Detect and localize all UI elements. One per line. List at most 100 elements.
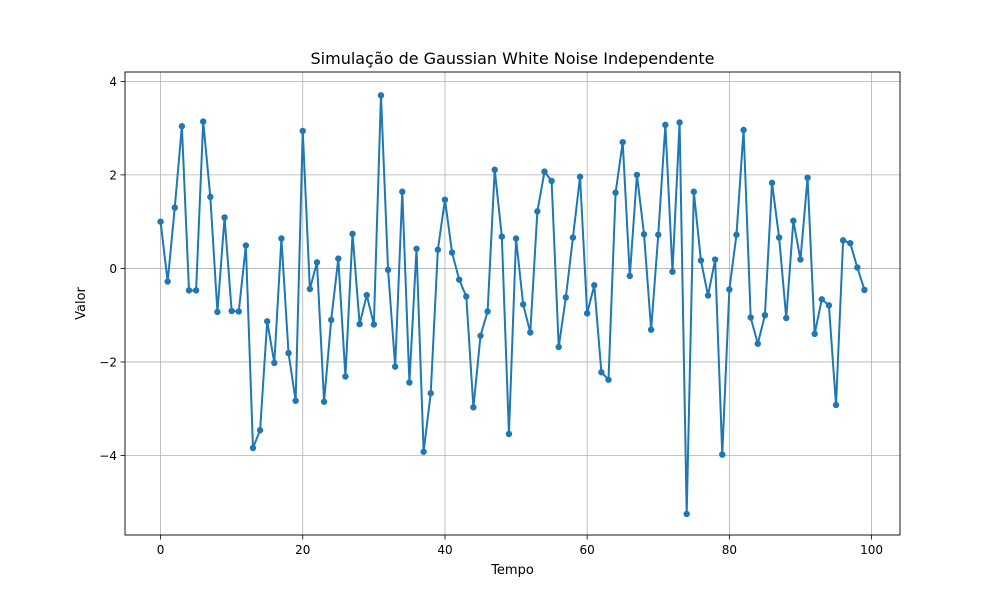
data-point <box>164 278 171 285</box>
data-point <box>690 188 698 195</box>
data-point <box>640 231 648 238</box>
data-point <box>157 218 164 225</box>
data-point <box>363 291 370 299</box>
y-tick-label: 2 <box>109 168 117 182</box>
data-point <box>683 510 690 518</box>
x-tick-label: 40 <box>437 543 452 557</box>
x-tick-label: 0 <box>157 543 165 557</box>
series-line <box>159 94 866 515</box>
axis-ticks: 0 20 40 60 80 100 −4 −2 0 2 4 <box>99 75 883 557</box>
data-point <box>711 256 719 263</box>
chart-title: Simulação de Gaussian White Noise Indepe… <box>311 49 715 68</box>
plot-frame <box>124 71 901 536</box>
data-point <box>299 127 306 135</box>
data-point <box>512 235 520 242</box>
data-point <box>491 166 498 173</box>
data-point <box>448 249 456 256</box>
y-tick-label: −2 <box>99 355 117 369</box>
data-point <box>669 268 676 275</box>
data-point <box>470 404 477 411</box>
data-point <box>726 286 733 293</box>
data-point <box>356 320 363 328</box>
data-point <box>804 174 811 181</box>
data-point <box>598 369 605 376</box>
data-point <box>733 231 740 238</box>
x-tick-label: 100 <box>860 543 883 557</box>
data-point <box>384 266 392 274</box>
data-point <box>576 173 584 180</box>
data-point <box>825 302 833 309</box>
data-point <box>200 118 207 125</box>
data-point <box>391 363 399 370</box>
y-tick-label: 4 <box>109 75 117 89</box>
data-point <box>562 294 570 301</box>
data-point <box>555 343 562 351</box>
data-point <box>399 188 406 195</box>
data-point <box>214 308 221 316</box>
series-layer <box>157 92 868 518</box>
data-point <box>463 293 470 300</box>
data-point <box>768 179 776 187</box>
data-point <box>370 321 378 328</box>
data-point <box>583 310 591 317</box>
data-point <box>839 237 847 244</box>
data-point <box>832 401 840 409</box>
data-point <box>747 314 754 321</box>
data-point <box>498 233 506 240</box>
data-point <box>235 308 242 315</box>
data-point <box>591 282 598 289</box>
data-point <box>754 340 761 347</box>
data-point <box>811 330 818 338</box>
data-point <box>207 193 214 201</box>
data-point <box>797 256 804 263</box>
data-point <box>192 287 200 294</box>
data-point <box>761 311 769 319</box>
data-point <box>455 276 463 283</box>
data-point <box>320 398 328 405</box>
data-point <box>178 123 186 130</box>
x-tick-label: 80 <box>722 543 737 557</box>
data-point <box>740 126 747 134</box>
y-tick-label: 0 <box>109 262 117 276</box>
data-point <box>335 255 342 262</box>
data-point <box>612 189 619 196</box>
data-point <box>783 314 790 322</box>
data-point <box>271 359 278 367</box>
data-point <box>818 296 825 303</box>
data-point <box>171 204 178 211</box>
data-point <box>342 373 349 380</box>
data-point <box>256 427 264 434</box>
data-point <box>434 246 442 253</box>
data-point <box>406 379 413 386</box>
y-tick-label: −4 <box>99 449 117 463</box>
data-point <box>420 448 427 455</box>
data-point <box>647 326 655 333</box>
data-point <box>847 239 854 247</box>
data-point <box>633 171 641 179</box>
data-point <box>306 285 314 293</box>
data-point <box>704 292 712 299</box>
data-point <box>861 286 868 294</box>
data-point <box>185 287 193 294</box>
data-point <box>505 430 513 438</box>
data-point <box>626 272 634 280</box>
data-point <box>264 318 271 325</box>
data-point <box>541 168 548 175</box>
data-point <box>228 307 235 315</box>
data-point <box>477 332 484 339</box>
data-point <box>676 119 683 126</box>
data-point <box>377 92 385 99</box>
data-point <box>441 196 449 203</box>
data-point <box>719 451 726 458</box>
data-point <box>662 121 669 129</box>
data-point <box>534 208 541 215</box>
data-point <box>697 257 705 264</box>
data-point <box>854 264 861 271</box>
data-point <box>548 177 555 185</box>
data-point <box>427 390 434 397</box>
data-point <box>327 316 335 324</box>
y-axis-label: Valor <box>74 286 89 319</box>
data-point <box>221 214 228 221</box>
